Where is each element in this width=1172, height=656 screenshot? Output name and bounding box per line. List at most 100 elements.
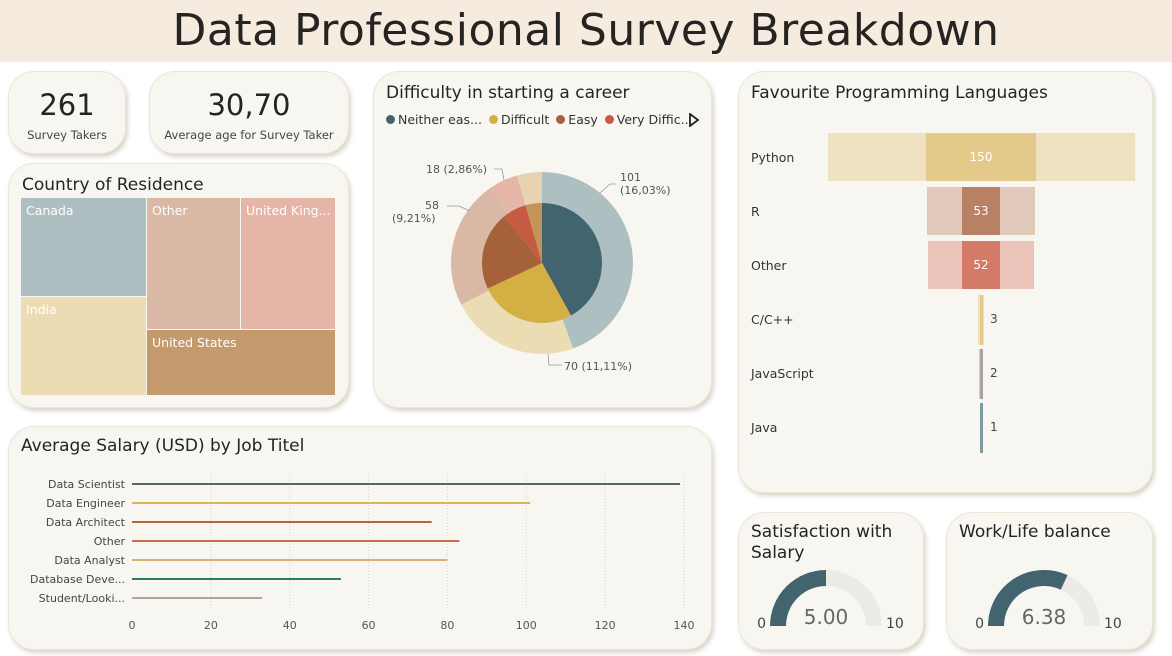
x-tick-label: 0	[129, 619, 136, 632]
gauge-max-label: 10	[1104, 616, 1122, 632]
kpi-value: 30,70	[207, 88, 291, 122]
funnel-bar[interactable]	[979, 295, 983, 345]
donut-label-neither-1: 101	[620, 171, 641, 184]
legend-item-difficult[interactable]: Difficult	[488, 112, 550, 127]
treemap-title: Country of Residence	[22, 175, 204, 195]
treemap-cell-other[interactable]: Other	[147, 198, 240, 329]
difficulty-legend: Neither eas... Difficult Easy Very Diffi…	[386, 112, 700, 127]
languages-title: Favourite Programming Languages	[751, 83, 1048, 103]
x-tick-label: 80	[440, 619, 454, 632]
x-tick-label: 40	[283, 619, 297, 632]
funnel-bar[interactable]	[961, 187, 1001, 235]
donut-label-very-difficult: 18 (2,86%)	[426, 163, 487, 176]
category-label: Data Analyst	[54, 554, 125, 567]
category-label: Other	[94, 535, 126, 548]
gauge-fill[interactable]	[988, 570, 1068, 626]
difficulty-title: Difficulty in starting a career	[386, 83, 630, 103]
category-label: Data Engineer	[46, 497, 125, 510]
funnel-label: Python	[751, 150, 795, 165]
languages-funnel: Python 150 R 53 Other 52 C/C++ 3 JavaScript 2 Java…	[738, 130, 1153, 460]
donut-inner-very-difficult[interactable]	[504, 205, 542, 263]
funnel-value: 2	[990, 366, 998, 380]
treemap-cell-united-states[interactable]: United States	[147, 330, 335, 395]
legend-item-easy[interactable]: Easy	[556, 112, 598, 127]
legend-label: Difficult	[500, 112, 550, 127]
legend-dot	[556, 115, 566, 124]
funnel-bar[interactable]	[961, 241, 1001, 289]
x-tick-label: 60	[362, 619, 376, 632]
donut-label-difficult: 70 (11,11%)	[564, 360, 632, 373]
legend-dot	[488, 115, 498, 124]
salary-bar[interactable]	[132, 578, 341, 580]
leader-line	[447, 205, 471, 212]
gauge-min-label: 0	[757, 616, 766, 632]
funnel-label: R	[751, 204, 760, 219]
x-tick-label: 100	[516, 619, 537, 632]
satisfaction-gauge: 5.00 0 10	[757, 570, 904, 632]
page-title: Data Professional Survey Breakdown	[172, 5, 1000, 56]
category-label: Database Deve...	[30, 573, 125, 586]
funnel-value: 1	[990, 420, 998, 434]
kpi-value: 261	[39, 88, 95, 122]
salary-bar[interactable]	[132, 502, 531, 504]
gauge-max-label: 10	[886, 616, 904, 632]
donut-label-neither-2: (16,03%)	[620, 184, 671, 197]
difficulty-donut-chart: 101 (16,03%) 70 (11,11%) 58 (9,21%) 18 (…	[392, 163, 671, 373]
treemap-cell-united-kingdom[interactable]: United King...	[241, 198, 335, 329]
worklife-gauge-card[interactable]: Work/Life balance	[946, 512, 1153, 650]
funnel-bar[interactable]	[979, 349, 983, 399]
funnel-value: 52	[973, 258, 989, 272]
salary-bar[interactable]	[132, 559, 448, 561]
funnel-value: 3	[990, 312, 998, 326]
donut-label-easy-2: (9,21%)	[392, 212, 436, 225]
header-banner: Data Professional Survey Breakdown	[0, 0, 1172, 62]
funnel-bar[interactable]	[979, 403, 983, 453]
salary-bar[interactable]	[132, 521, 432, 523]
legend-dot	[386, 115, 395, 124]
treemap-cell-india[interactable]: India	[21, 297, 146, 395]
gauge-fill[interactable]	[770, 570, 826, 626]
funnel-label: Other	[751, 258, 787, 273]
gauge-value: 6.38	[1022, 605, 1067, 629]
x-tick-label: 20	[204, 619, 218, 632]
salary-title: Average Salary (USD) by Job Titel	[21, 436, 305, 456]
donut-inner-difficult[interactable]	[487, 263, 571, 323]
legend-item-very-difficult[interactable]: Very Diffic...	[604, 112, 693, 127]
x-tick-label: 140	[674, 619, 695, 632]
funnel-label: JavaScript	[751, 366, 814, 381]
donut-inner-neither[interactable]	[542, 203, 602, 316]
donut-label-easy-1: 58	[425, 199, 439, 212]
kpi-card-survey-takers[interactable]: 261 Survey Takers	[8, 71, 126, 154]
legend-label: Very Diffic...	[616, 112, 693, 127]
funnel-bar[interactable]	[926, 133, 1036, 181]
treemap-cell-canada[interactable]: Canada	[21, 198, 146, 296]
gauge-title: Satisfaction with Salary	[751, 522, 893, 563]
worklife-gauge: 6.38 0 10	[975, 570, 1122, 632]
category-label: Student/Looki...	[39, 592, 125, 605]
funnel-value: 150	[969, 150, 993, 164]
leader-line	[494, 168, 505, 181]
funnel-label: Java	[751, 420, 778, 435]
funnel-value: 53	[973, 204, 989, 218]
leader-line	[599, 183, 616, 194]
salary-bar[interactable]	[132, 597, 263, 599]
legend-item-neither[interactable]: Neither eas...	[386, 112, 482, 127]
salary-bar[interactable]	[132, 540, 460, 542]
category-label: Data Architect	[46, 516, 126, 529]
funnel-label: C/C++	[751, 312, 794, 327]
leader-line	[547, 353, 562, 366]
legend-next-icon[interactable]	[688, 113, 700, 127]
legend-label: Easy	[568, 112, 598, 127]
salary-bar[interactable]	[132, 483, 681, 485]
gauge-value: 5.00	[804, 605, 849, 629]
category-label: Data Scientist	[48, 478, 126, 491]
donut-inner-other[interactable]	[525, 202, 543, 263]
salary-bar-chart: 0 20 40 60 80 100 120 140 Data Scientist Data Eng…	[30, 475, 695, 632]
salary-card[interactable]: Average Salary (USD) by Job Titel	[8, 426, 712, 650]
gauge-title: Work/Life balance	[959, 522, 1111, 542]
gauge-min-label: 0	[975, 616, 984, 632]
donut-inner-easy[interactable]	[482, 216, 542, 289]
legend-dot	[604, 115, 614, 124]
legend-label: Neither eas...	[398, 112, 482, 127]
kpi-card-average-age[interactable]: 30,70 Average age for Survey Taker	[149, 71, 349, 154]
